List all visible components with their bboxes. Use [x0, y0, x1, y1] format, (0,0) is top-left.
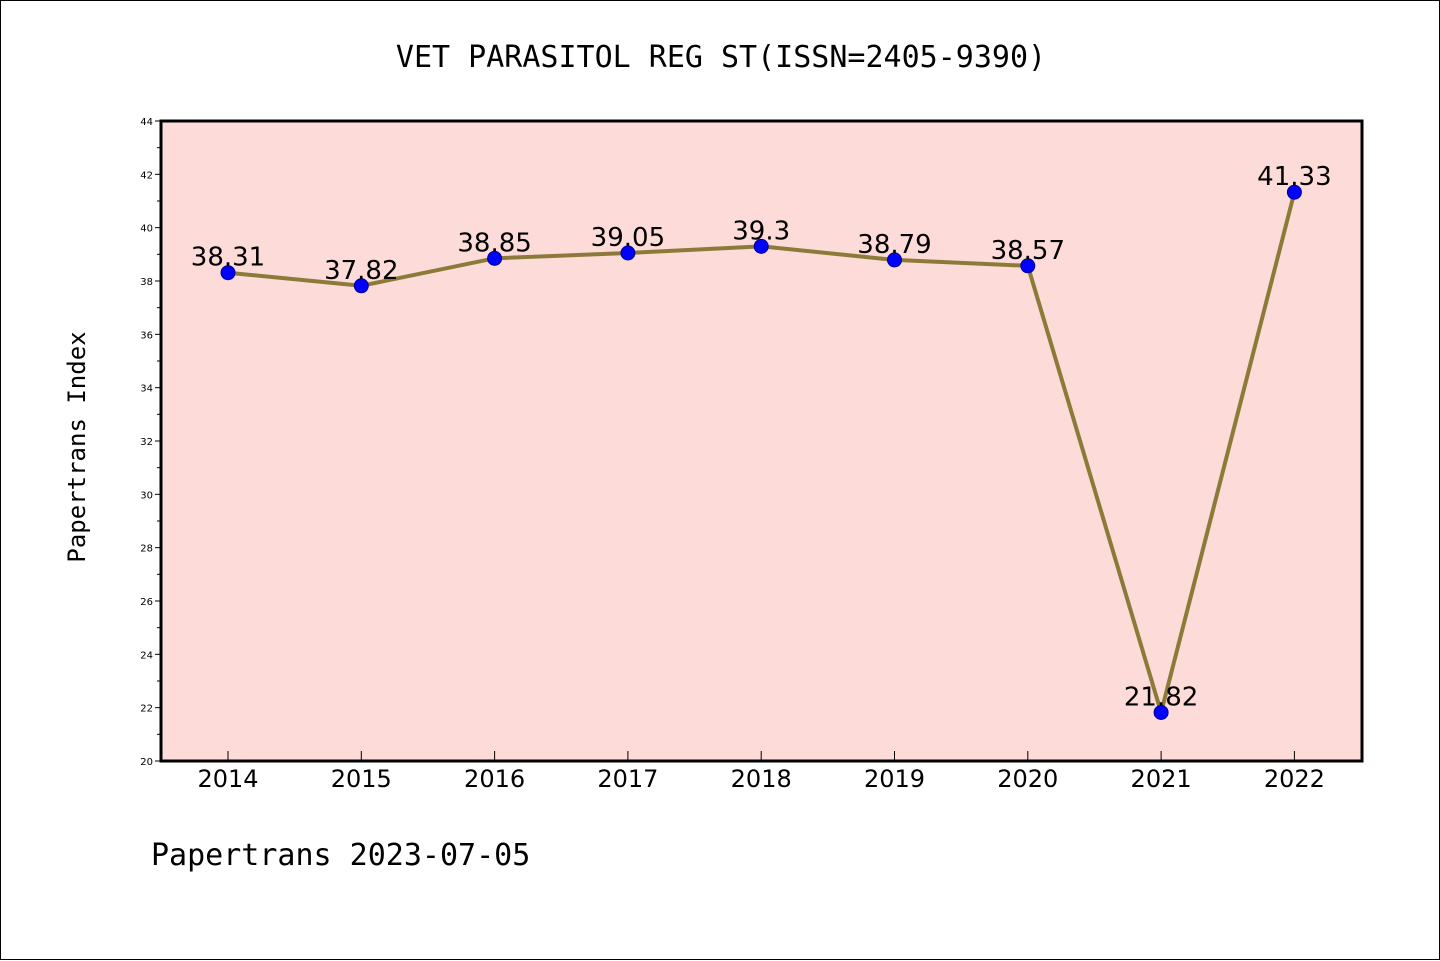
data-point-marker — [887, 252, 902, 268]
data-point-marker — [620, 245, 636, 261]
y-tick-label: 32 — [140, 437, 153, 448]
data-point-marker — [220, 265, 236, 281]
y-axis-ticks: 20 22 24 26 28 30 32 34 36 38 40 42 44 — [140, 117, 161, 768]
data-point-marker — [1020, 258, 1036, 274]
data-point-label: 41.33 — [1257, 162, 1331, 192]
y-tick-label: 42 — [140, 170, 153, 181]
y-tick-label: 34 — [140, 384, 153, 395]
data-point-label: 21.82 — [1124, 682, 1198, 712]
y-tick-label: 24 — [140, 650, 153, 661]
chart-title: VET PARASITOL REG ST(ISSN=2405-9390) — [396, 40, 1046, 75]
data-point-label: 38.85 — [457, 228, 531, 258]
x-tick-label: 2020 — [997, 765, 1058, 793]
y-tick-label: 36 — [140, 330, 153, 341]
y-axis-label: Papertrans Index — [63, 331, 91, 562]
y-tick-label: 38 — [140, 277, 153, 288]
data-point-label: 37.82 — [324, 256, 398, 286]
data-point-marker — [753, 238, 769, 254]
x-axis-ticks: 2014 2015 2016 2017 2018 2019 2020 2021 2022 — [197, 751, 1325, 793]
data-point-label: 39.05 — [591, 223, 665, 253]
x-tick-label: 2019 — [864, 765, 925, 793]
data-point-marker — [1153, 704, 1169, 720]
data-point-label: 38.31 — [191, 243, 265, 273]
plot-frame — [159, 119, 1364, 763]
x-tick-label: 2014 — [197, 765, 258, 793]
data-point-label: 38.79 — [857, 230, 931, 260]
x-tick-label: 2016 — [464, 765, 525, 793]
data-markers — [220, 184, 1302, 720]
y-tick-label: 40 — [140, 224, 153, 235]
plot-area — [161, 121, 1362, 761]
y-tick-label: 44 — [140, 117, 153, 128]
data-point-label: 38.57 — [991, 236, 1065, 266]
y-tick-label: 22 — [140, 704, 153, 715]
x-tick-label: 2018 — [731, 765, 792, 793]
y-tick-label: 20 — [140, 757, 153, 768]
data-labels: 38.31 37.82 38.85 39.05 39.3 38.79 38.57 21.82 4… — [191, 162, 1332, 712]
data-point-marker — [487, 250, 503, 266]
y-tick-label: 28 — [140, 544, 153, 555]
y-tick-label: 26 — [140, 597, 153, 608]
data-point-marker — [353, 278, 369, 294]
data-point-marker — [1286, 184, 1302, 200]
x-tick-label: 2017 — [597, 765, 658, 793]
x-tick-label: 2022 — [1264, 765, 1325, 793]
y-tick-label: 30 — [140, 490, 153, 501]
footer-text: Papertrans 2023-07-05 — [151, 838, 530, 873]
data-point-label: 39.3 — [732, 216, 790, 246]
x-tick-label: 2021 — [1131, 765, 1192, 793]
x-tick-label: 2015 — [331, 765, 392, 793]
